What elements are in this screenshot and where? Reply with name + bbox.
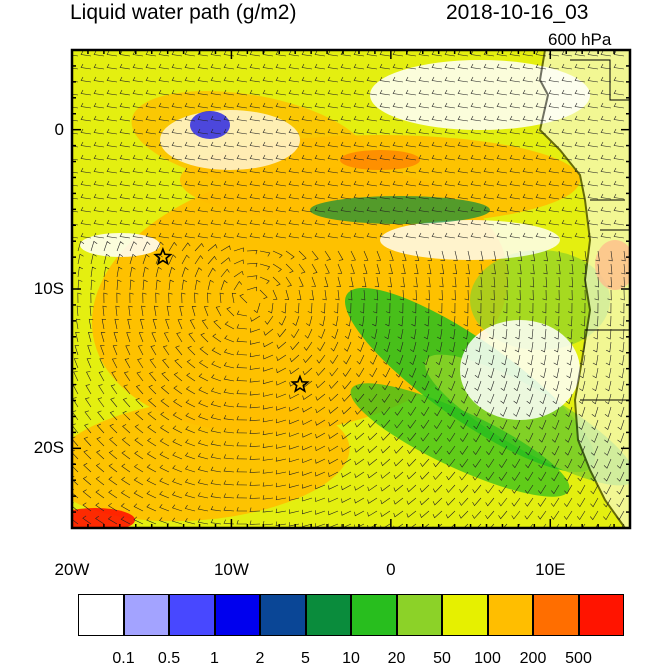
star-marker-1 <box>153 246 173 266</box>
y-tick-label: 0 <box>54 119 64 139</box>
lwp-clear-region <box>160 110 300 170</box>
lwp-green-band <box>350 383 570 497</box>
colorbar-swatch <box>169 594 215 636</box>
lwp-clear-region <box>460 320 580 420</box>
x-tick-label: 0 <box>386 560 396 579</box>
x-tick-label: 20W <box>54 560 90 579</box>
colorbar-swatch <box>533 594 579 636</box>
colorbar-label: 200 <box>519 650 547 667</box>
colorbar-label: 1 <box>210 650 219 667</box>
lwp-high-region <box>72 398 350 522</box>
lwp-clear-region <box>80 233 160 257</box>
colorbar-swatch <box>123 594 169 636</box>
lwp-low-region <box>190 111 230 139</box>
lwp-green-band <box>310 196 490 224</box>
colorbar-label: 50 <box>433 650 451 667</box>
colorbar-swatch <box>578 594 624 636</box>
colorbar-swatch <box>442 594 488 636</box>
colorbar-label: 100 <box>474 650 501 667</box>
colorbar-swatch <box>214 594 260 636</box>
colorbar-label: 5 <box>301 650 310 667</box>
y-tick-label: 20S <box>33 438 64 458</box>
x-tick-label: 10W <box>213 560 249 579</box>
colorbar-swatch <box>260 594 306 636</box>
x-tick-label: 10E <box>535 560 566 579</box>
valid-time-label: 2018-10-16_03 <box>446 1 589 24</box>
colorbar-swatch <box>396 594 442 636</box>
colorbar-swatch <box>78 594 124 636</box>
colorbar-label: 10 <box>342 650 360 667</box>
wind-barbs <box>72 50 626 528</box>
pressure-level-label: 600 hPa <box>548 30 612 49</box>
colorbar-label: 0.1 <box>112 650 135 667</box>
colorbar-label: 2 <box>255 650 265 667</box>
colorbar <box>78 594 624 636</box>
y-tick-label: 10S <box>33 279 64 298</box>
lwp-clear-region <box>380 220 560 260</box>
lwp-peak-region <box>72 508 135 528</box>
colorbar-swatch <box>351 594 397 636</box>
colorbar-label: 0.5 <box>157 650 181 667</box>
colorbar-swatch <box>487 594 533 636</box>
star-marker-2 <box>290 374 310 393</box>
colorbar-label: 20 <box>387 650 406 667</box>
colorbar-swatch <box>305 594 351 636</box>
lwp-peak-region <box>340 150 420 170</box>
map-title: Liquid water path (g/m2) <box>70 1 297 24</box>
colorbar-label: 500 <box>565 650 592 667</box>
country-borders <box>570 59 630 401</box>
